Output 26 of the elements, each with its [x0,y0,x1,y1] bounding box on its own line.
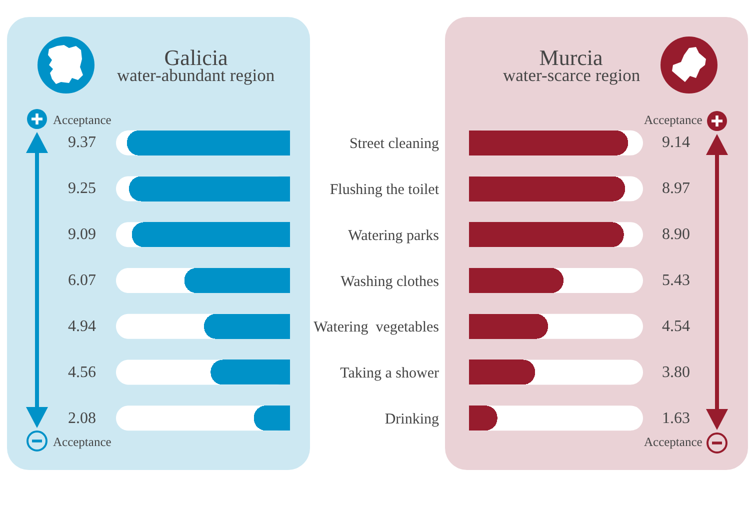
data-label: 9.37 [68,134,96,151]
data-label: 9.25 [68,180,96,197]
data-label: 3.80 [662,364,690,381]
text: Acceptance [644,435,703,449]
y-tick-label: Taking a shower [340,365,440,382]
data-label: 4.54 [662,318,690,335]
data-label: 5.43 [662,272,690,289]
y-tick-label: Watering parks [348,228,440,244]
y-tick-label: Watering vegetables [314,320,440,336]
y-tick-label: Drinking [384,411,440,428]
data-label: 4.56 [68,364,96,381]
data-label: 8.90 [662,226,690,243]
data-label: 2.08 [68,410,96,427]
text: Acceptance [53,113,112,127]
text: Acceptance [53,435,112,449]
y-tick-label: Washing clothes [340,274,440,290]
bar [254,406,290,431]
data-label: 9.14 [662,134,690,151]
y-tick-label: Street cleaning [349,136,440,152]
data-label: 9.09 [68,226,96,243]
y-tick-label: Flushing the toilet [330,182,440,198]
data-label: 8.97 [662,180,690,197]
data-label: 1.63 [662,410,690,427]
data-label: 4.94 [68,318,96,335]
data-label: 6.07 [68,272,96,289]
text: Acceptance [644,113,703,127]
